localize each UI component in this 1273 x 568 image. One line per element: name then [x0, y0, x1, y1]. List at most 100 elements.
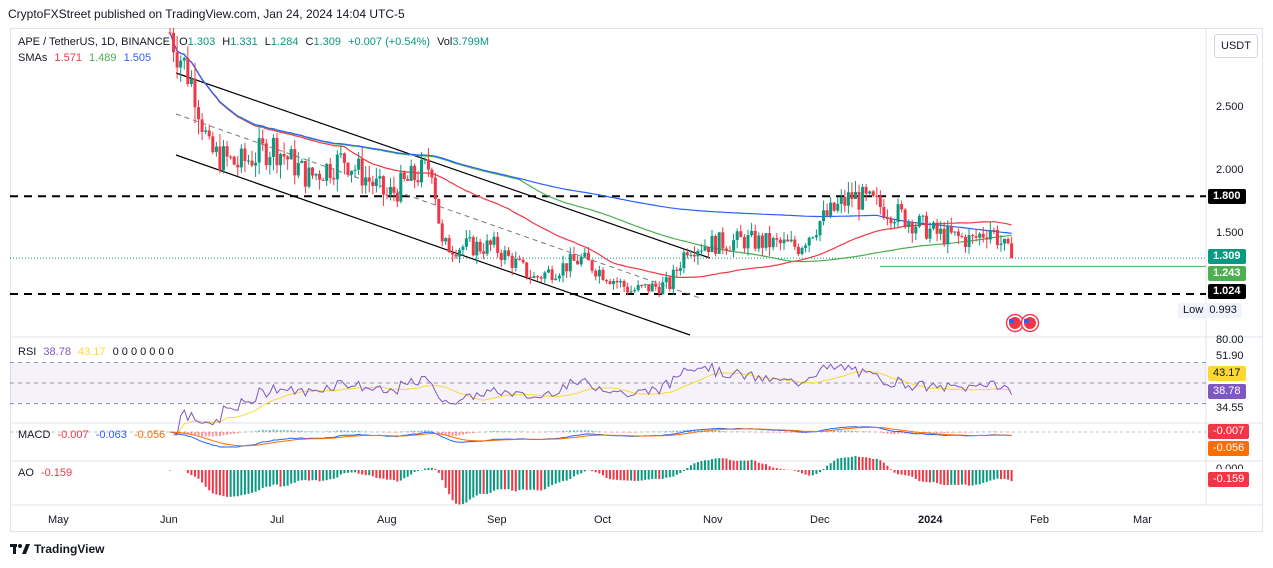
- candle-body: [981, 233, 985, 238]
- ao-bar: [672, 470, 675, 477]
- candle-body: [211, 136, 215, 153]
- candle-body: [478, 241, 482, 252]
- candle-body: [314, 173, 318, 176]
- ao-bar: [580, 470, 583, 474]
- ao-bar: [703, 460, 706, 470]
- candle-body: [893, 222, 897, 224]
- candle-body: [353, 169, 357, 171]
- ao-bar: [536, 470, 539, 491]
- candle-body: [771, 238, 775, 248]
- ao-bar: [925, 470, 928, 483]
- macd-hist-bar: [293, 430, 296, 432]
- ao-bar: [826, 465, 829, 470]
- ao-bar: [833, 460, 836, 470]
- ao-bar: [850, 456, 853, 470]
- candle-body: [832, 202, 836, 211]
- macd-hist-bar: [897, 432, 900, 434]
- macd-hist-bar: [451, 432, 454, 436]
- candle-body: [910, 222, 914, 234]
- sma-green-line: [169, 32, 1012, 263]
- macd-pane: [10, 426, 1206, 448]
- us-flag-events-icon[interactable]: [1004, 313, 1044, 339]
- ao-bar: [318, 470, 321, 482]
- ao-bar: [332, 470, 335, 479]
- ao-bar: [211, 470, 214, 494]
- candle-body: [825, 210, 829, 216]
- macd-hist-bar: [768, 432, 771, 433]
- candle-body: [924, 215, 928, 239]
- candle-body: [746, 235, 750, 249]
- ao-bar: [558, 470, 561, 483]
- ao-bar: [682, 470, 685, 472]
- candle-body: [857, 191, 861, 210]
- candle-body: [222, 146, 225, 171]
- ao-bar: [204, 470, 207, 487]
- macd-hist-bar: [836, 430, 839, 432]
- candle-body: [557, 275, 561, 279]
- candle-body: [728, 250, 732, 252]
- candle-body: [978, 233, 982, 238]
- candle-body: [960, 236, 964, 238]
- candle-body: [721, 232, 725, 249]
- ao-bar: [897, 470, 900, 475]
- rsi-band: [10, 362, 1206, 404]
- tradingview-footer[interactable]: TradingView: [10, 542, 104, 556]
- candle-body: [271, 137, 275, 158]
- candle-body: [381, 176, 385, 195]
- macd-hist-bar: [583, 429, 586, 432]
- ao-bar: [822, 468, 825, 470]
- macd-hist-bar: [900, 432, 903, 434]
- sma-legend: SMAs 1.571 1.489 1.505: [18, 52, 152, 64]
- candle-body: [710, 235, 714, 253]
- currency-button[interactable]: USDT: [1214, 34, 1258, 58]
- ao-bar: [300, 470, 303, 481]
- macd-tag-1: -0.007: [1208, 424, 1250, 439]
- candle-body: [475, 241, 479, 256]
- ao-bar: [783, 469, 785, 470]
- macd-hist-bar: [587, 430, 590, 432]
- candle-body: [204, 130, 208, 132]
- candle-body: [932, 222, 936, 229]
- candle-body: [409, 165, 413, 181]
- candle-body: [236, 164, 240, 168]
- candle-body: [689, 254, 693, 256]
- candle-body: [243, 148, 247, 162]
- macd-line: [169, 426, 1012, 448]
- ao-bar: [840, 457, 843, 470]
- macd-hist-bar: [193, 432, 196, 436]
- candle-body: [714, 235, 718, 254]
- candle-body: [682, 252, 686, 269]
- ao-bar: [511, 470, 514, 491]
- candle-body: [250, 160, 254, 166]
- candle-body: [197, 107, 201, 120]
- candle-body: [342, 153, 346, 163]
- candle-body: [268, 157, 272, 166]
- macd-hist-bar: [547, 431, 550, 432]
- ao-bar: [808, 470, 811, 476]
- candle-body: [229, 156, 233, 158]
- ao-bar: [371, 470, 374, 477]
- ao-bar: [339, 470, 342, 475]
- ao-bar: [943, 470, 946, 486]
- macd-hist-bar: [833, 430, 836, 432]
- macd-hist-bar: [889, 432, 892, 435]
- candle-body: [949, 226, 953, 233]
- ao-bar: [950, 470, 953, 485]
- candle-body: [182, 58, 186, 61]
- macd-signal-line: [169, 426, 1012, 447]
- ao-bar: [757, 462, 760, 470]
- ao-bar: [437, 470, 440, 473]
- macd-hist-bar: [183, 432, 186, 434]
- candle-body: [903, 209, 907, 228]
- ao-bar: [410, 470, 413, 475]
- ao-bar: [547, 470, 550, 487]
- ao-bar: [675, 470, 678, 475]
- sma-blue-value: 1.505: [123, 52, 152, 64]
- candle-body: [426, 159, 430, 170]
- macd-hist-bar: [251, 431, 254, 432]
- candle-body: [416, 180, 420, 183]
- macd-hist-bar: [315, 431, 318, 432]
- ao-bar: [208, 470, 211, 491]
- candle-body: [612, 280, 616, 284]
